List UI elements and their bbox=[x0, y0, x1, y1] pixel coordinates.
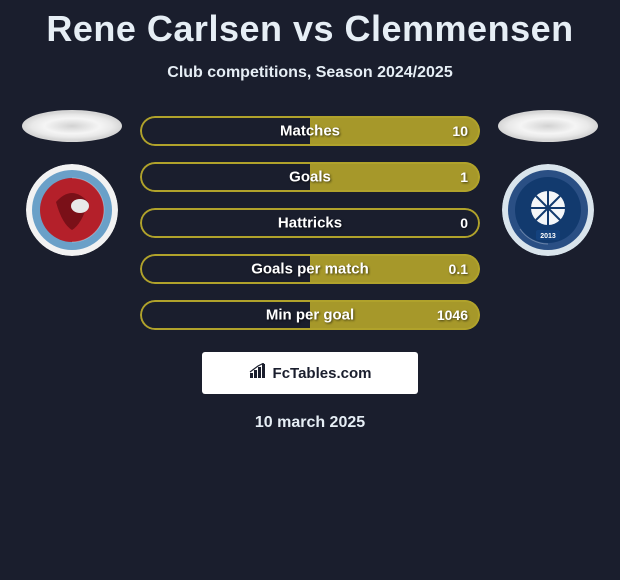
stat-label: Goals per match bbox=[251, 261, 369, 278]
stat-label: Matches bbox=[280, 123, 340, 140]
stat-row: Goals per match 0.1 bbox=[140, 254, 480, 284]
vendsyssel-crest-icon: 2013 bbox=[502, 164, 594, 256]
left-club-crest bbox=[26, 164, 118, 256]
stat-value-right: 1 bbox=[460, 169, 468, 185]
stat-value-right: 10 bbox=[452, 123, 468, 139]
stat-row: Min per goal 1046 bbox=[140, 300, 480, 330]
subtitle: Club competitions, Season 2024/2025 bbox=[167, 64, 452, 82]
right-player-column: 2013 bbox=[498, 110, 598, 256]
chart-icon bbox=[249, 363, 267, 384]
stat-value-right: 0 bbox=[460, 215, 468, 231]
stat-fill-right bbox=[310, 162, 480, 192]
page-title: Rene Carlsen vs Clemmensen bbox=[46, 8, 573, 50]
svg-text:2013: 2013 bbox=[540, 233, 556, 240]
stat-row: Goals 1 bbox=[140, 162, 480, 192]
stats-column: Matches 10 Goals 1 Hattricks 0 Goals per match… bbox=[140, 110, 480, 330]
attribution-text: FcTables.com bbox=[273, 365, 372, 382]
stat-row: Hattricks 0 bbox=[140, 208, 480, 238]
left-player-column bbox=[22, 110, 122, 256]
fredericia-crest-icon bbox=[26, 164, 118, 256]
stat-row: Matches 10 bbox=[140, 116, 480, 146]
stat-label: Goals bbox=[289, 169, 331, 186]
stat-value-right: 1046 bbox=[437, 307, 468, 323]
attribution-badge: FcTables.com bbox=[202, 352, 418, 394]
comparison-row: Matches 10 Goals 1 Hattricks 0 Goals per match… bbox=[0, 110, 620, 330]
stat-label: Hattricks bbox=[278, 215, 342, 232]
stat-value-right: 0.1 bbox=[449, 261, 468, 277]
right-plate bbox=[498, 110, 598, 142]
right-club-crest: 2013 bbox=[502, 164, 594, 256]
date-label: 10 march 2025 bbox=[255, 414, 365, 432]
stat-label: Min per goal bbox=[266, 307, 354, 324]
left-plate bbox=[22, 110, 122, 142]
